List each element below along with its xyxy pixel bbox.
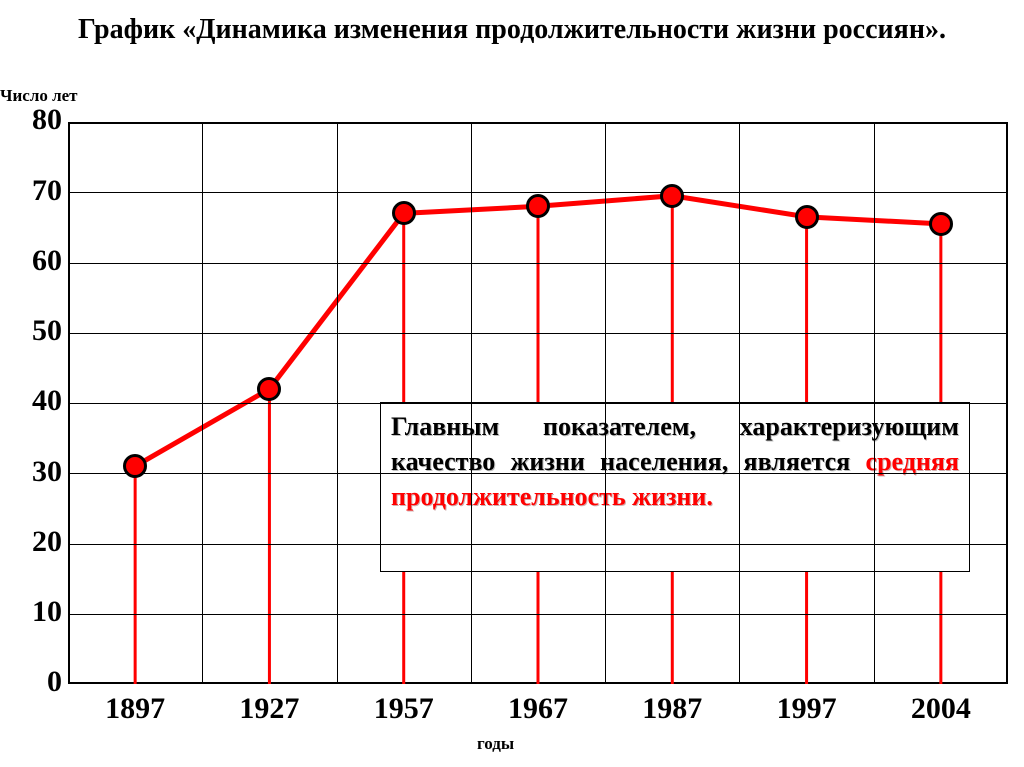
data-marker — [526, 194, 550, 218]
y-tick-label: 60 — [10, 244, 62, 278]
grid-line-horizontal — [68, 473, 1008, 474]
grid-line-vertical — [739, 122, 740, 684]
y-tick-label: 10 — [10, 595, 62, 629]
data-marker — [392, 201, 416, 225]
x-axis-label: годы — [477, 734, 514, 754]
chart-title: График «Динамика изменения продолжительн… — [78, 14, 978, 46]
y-tick-label: 50 — [10, 314, 62, 348]
x-tick-label: 1897 — [75, 692, 195, 726]
data-marker — [660, 184, 684, 208]
grid-line-vertical — [337, 122, 338, 684]
data-marker — [929, 212, 953, 236]
x-tick-label: 1997 — [747, 692, 867, 726]
data-marker — [795, 205, 819, 229]
caption-box: Главным показателем, характеризующим кач… — [380, 402, 970, 572]
grid-line-vertical — [605, 122, 606, 684]
x-tick-label: 1967 — [478, 692, 598, 726]
y-tick-label: 70 — [10, 174, 62, 208]
y-tick-label: 0 — [10, 665, 62, 699]
y-tick-label: 30 — [10, 455, 62, 489]
grid-line-vertical — [874, 122, 875, 684]
grid-line-horizontal — [68, 614, 1008, 615]
x-tick-label: 2004 — [881, 692, 1001, 726]
grid-line-horizontal — [68, 333, 1008, 334]
data-marker — [123, 454, 147, 478]
grid-line-horizontal — [68, 403, 1008, 404]
x-tick-label: 1957 — [344, 692, 464, 726]
grid-line-horizontal — [68, 263, 1008, 264]
y-tick-label: 80 — [10, 103, 62, 137]
data-marker — [257, 377, 281, 401]
x-tick-label: 1987 — [612, 692, 732, 726]
grid-line-vertical — [202, 122, 203, 684]
x-tick-label: 1927 — [209, 692, 329, 726]
y-tick-label: 40 — [10, 384, 62, 418]
grid-line-vertical — [471, 122, 472, 684]
grid-line-horizontal — [68, 192, 1008, 193]
grid-line-horizontal — [68, 544, 1008, 545]
y-tick-label: 20 — [10, 525, 62, 559]
